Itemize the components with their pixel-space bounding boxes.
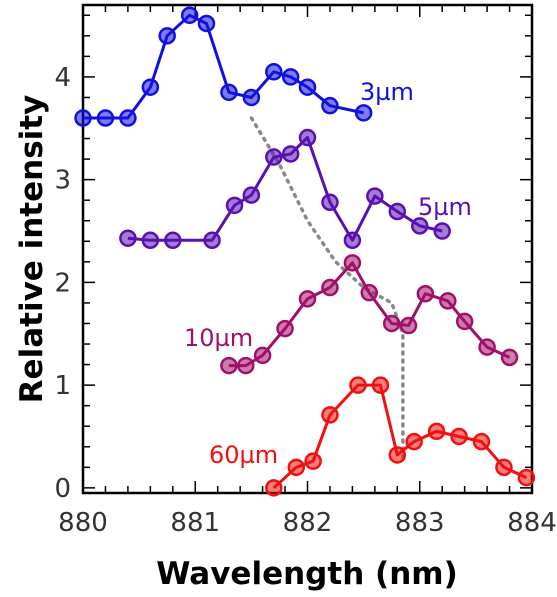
data-point: [220, 356, 238, 375]
data-point: [281, 68, 300, 86]
y-tick-label: 2: [54, 268, 71, 298]
x-axis-title: Wavelength (nm): [156, 556, 458, 592]
data-point: [225, 196, 244, 215]
y-axis-title: Relative intensity: [14, 95, 50, 404]
data-point: [478, 338, 496, 356]
series-line-0: [83, 13, 364, 120]
data-point: [298, 78, 317, 96]
series-layer: [74, 6, 536, 497]
data-point: [265, 479, 283, 497]
data-point: [517, 468, 536, 487]
y-tick-labels: 0 1 2 3 4: [54, 63, 71, 504]
data-point: [371, 376, 390, 394]
data-point: [119, 229, 137, 247]
x-tick-label: 881: [170, 508, 220, 538]
x-tick-label: 880: [58, 508, 108, 538]
x-tick-label: 882: [283, 508, 333, 538]
data-point: [343, 231, 362, 250]
data-point: [321, 406, 339, 424]
data-point: [298, 290, 317, 308]
data-point: [203, 231, 221, 250]
series-label-60um: 60µm: [209, 441, 278, 469]
data-point: [349, 376, 367, 394]
data-point: [343, 254, 362, 272]
data-point: [382, 314, 401, 333]
data-point: [405, 432, 423, 451]
data-point: [321, 193, 339, 212]
data-point: [141, 231, 160, 250]
data-point: [455, 312, 474, 331]
data-point: [433, 222, 451, 240]
data-point: [158, 27, 176, 45]
data-point: [354, 104, 373, 122]
data-point: [495, 458, 513, 477]
data-point: [287, 458, 306, 477]
series-label-3um: 3µm: [360, 78, 414, 106]
data-point: [164, 231, 182, 250]
x-tick-label: 884: [507, 508, 557, 538]
data-point: [399, 316, 418, 335]
data-point: [321, 278, 339, 297]
series-label-5um: 5µm: [418, 193, 472, 221]
data-point: [119, 109, 137, 127]
data-point: [220, 83, 238, 102]
data-point: [416, 284, 435, 303]
data-point: [197, 14, 216, 33]
y-tick-label: 3: [54, 166, 71, 196]
data-point: [298, 128, 317, 147]
data-point: [242, 186, 261, 204]
axis-ticks: [82, 5, 533, 493]
data-point: [366, 187, 384, 205]
data-point: [242, 88, 261, 107]
data-point: [253, 346, 272, 365]
data-point: [411, 217, 429, 235]
data-point: [141, 78, 160, 96]
data-point: [450, 427, 468, 446]
data-point: [360, 283, 378, 302]
data-point: [427, 422, 446, 441]
x-tick-label: 883: [395, 508, 445, 538]
data-point: [237, 356, 255, 375]
data-point: [500, 348, 519, 367]
data-point: [265, 148, 283, 166]
y-tick-label: 0: [54, 474, 71, 504]
data-point: [321, 96, 339, 115]
data-point: [472, 432, 491, 451]
y-tick-label: 1: [54, 371, 71, 401]
data-point: [281, 145, 300, 163]
data-point: [74, 109, 92, 127]
data-point: [276, 319, 294, 338]
data-point: [388, 202, 407, 221]
data-point: [304, 452, 322, 470]
series-label-10um: 10µm: [184, 324, 253, 352]
data-point: [180, 6, 199, 25]
data-point: [439, 292, 457, 310]
data-point: [388, 446, 407, 464]
data-point: [96, 109, 115, 127]
data-point: [265, 63, 283, 81]
x-tick-labels: 880 881 882 883 884: [58, 508, 557, 538]
y-tick-label: 4: [54, 63, 71, 93]
